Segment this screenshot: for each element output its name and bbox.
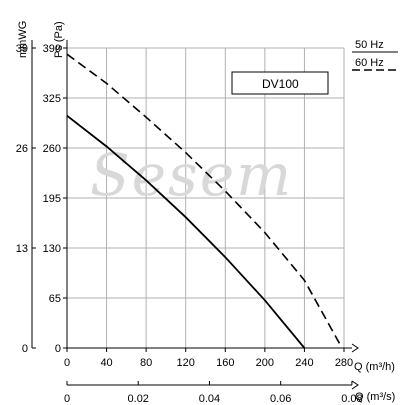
x-axis-top-title: Q (m³/h) xyxy=(354,361,395,373)
x-top-tick-label: 80 xyxy=(140,357,152,369)
y-axis-right-title: Ps (Pa) xyxy=(53,21,65,58)
x-top-tick-label: 160 xyxy=(216,357,234,369)
watermark: Sesem xyxy=(90,141,293,209)
x-bottom-tick-label: 0.08 xyxy=(341,393,362,405)
grid xyxy=(67,47,345,348)
y-right-tick-label: 0 xyxy=(55,343,61,355)
y-left-tick-label: 39 xyxy=(16,43,28,55)
series-line-60hz xyxy=(66,53,343,349)
y-right-tick-label: 65 xyxy=(49,293,61,305)
x-top-tick-label: 40 xyxy=(100,357,112,369)
legend-label-50hz: 50 Hz xyxy=(355,39,384,51)
y-left-tick-label: 13 xyxy=(16,243,28,255)
x-top-tick-label: 280 xyxy=(335,357,353,369)
y-left-tick-label: 0 xyxy=(22,343,28,355)
x-top-tick-label: 200 xyxy=(256,357,274,369)
y-axis-left-title: mmWG xyxy=(17,21,29,58)
x-axis-bottom-arrow xyxy=(351,380,359,390)
y-right-tick-label: 325 xyxy=(43,93,61,105)
series-lines xyxy=(66,53,343,349)
legend-label-60hz: 60 Hz xyxy=(355,57,384,69)
y-right-tick-label: 390 xyxy=(43,43,61,55)
x-top-tick-label: 120 xyxy=(177,357,195,369)
series-line-50hz xyxy=(66,114,306,349)
legend: 50 Hz 60 Hz xyxy=(352,39,398,71)
x-axis-bottom-title: Q (m³/s) xyxy=(355,391,395,403)
y-left-tick-label: 26 xyxy=(16,143,28,155)
x-bottom-tick-label: 0.04 xyxy=(199,393,220,405)
x-top-tick-label: 0 xyxy=(64,357,70,369)
x-bottom-tick-label: 0 xyxy=(64,393,70,405)
y-right-tick-label: 260 xyxy=(43,143,61,155)
y-right-tick-label: 195 xyxy=(43,193,61,205)
model-label: DV100 xyxy=(262,77,299,91)
x-bottom-tick-label: 0.02 xyxy=(128,393,149,405)
x-bottom-tick-label: 0.06 xyxy=(270,393,291,405)
model-box xyxy=(231,71,329,95)
x-top-tick-label: 240 xyxy=(295,357,313,369)
y-right-tick-label: 130 xyxy=(43,243,61,255)
x-axis-top-arrow xyxy=(351,343,359,353)
